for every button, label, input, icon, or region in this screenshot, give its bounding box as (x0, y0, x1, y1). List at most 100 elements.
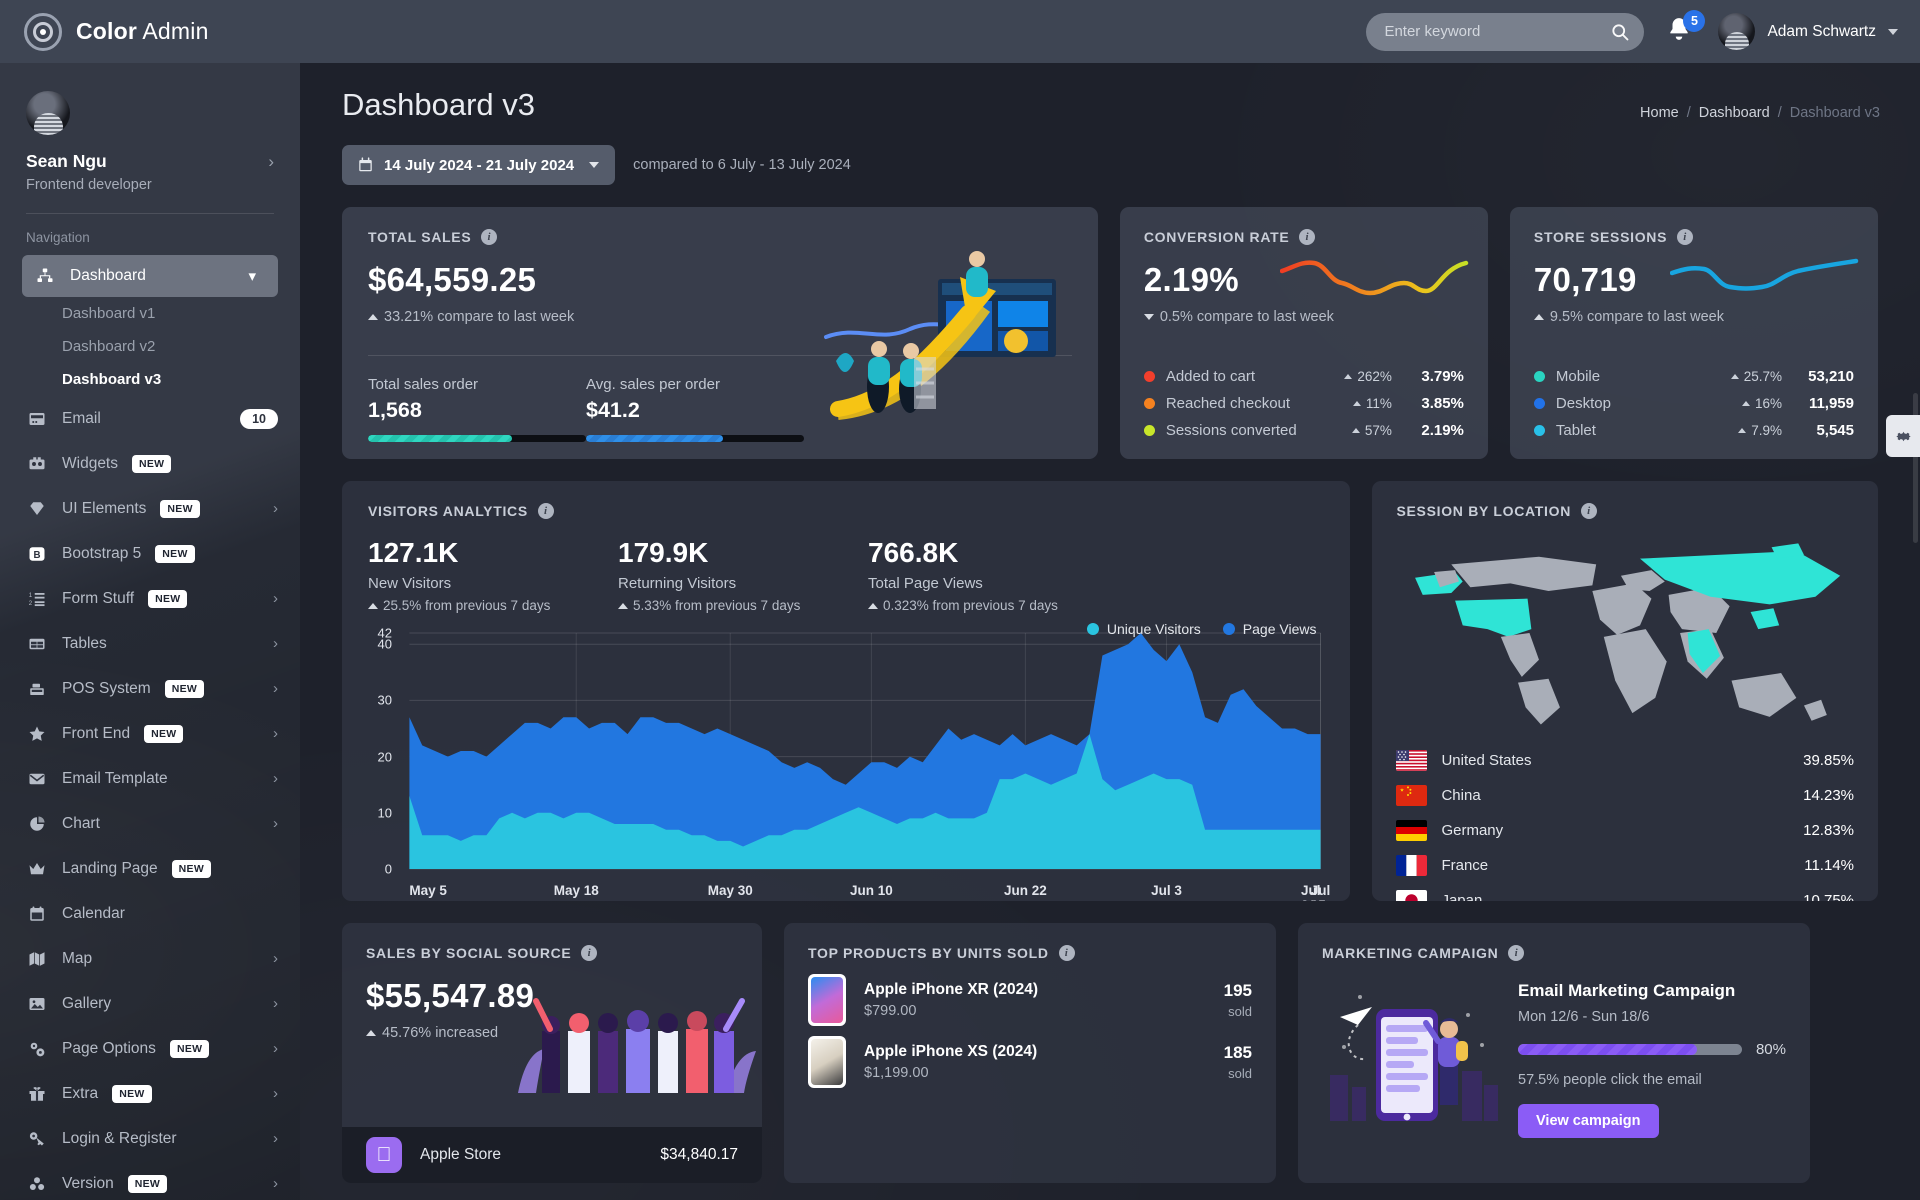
new-badge: NEW (148, 589, 188, 608)
sidebar-item-tables[interactable]: Tables › (0, 621, 300, 666)
sidebar-item-page-options[interactable]: Page Options NEW › (0, 1026, 300, 1071)
product-row[interactable]: Apple iPhone XR (2024) $799.00 195 sold (808, 971, 1252, 1029)
header-actions: 5 Adam Schwartz (1366, 9, 1920, 51)
card-title-text: SESSION BY LOCATION (1396, 503, 1572, 519)
info-icon[interactable]: i (1299, 229, 1316, 245)
legend-delta: 262% (1318, 369, 1392, 384)
country-list: United States 39.85% China 14.23% Germany 12.… (1396, 743, 1854, 901)
trend-up-icon (368, 602, 378, 609)
info-icon[interactable]: i (1508, 945, 1525, 961)
total-sales-delta: 33.21% compare to last week (368, 309, 1072, 325)
breadcrumb-item[interactable]: Home (1640, 105, 1679, 121)
card-title: TOTAL SALES i (368, 229, 1072, 245)
card-title-text: CONVERSION RATE (1143, 229, 1290, 245)
trend-up-icon (368, 314, 378, 320)
theme-settings-button[interactable] (1886, 415, 1920, 457)
flag-fr-icon (1396, 855, 1428, 876)
info-icon[interactable]: i (1677, 229, 1694, 245)
sidebar-item-widgets[interactable]: Widgets NEW (0, 441, 300, 486)
visitor-stat-label: Total Page Views (868, 575, 983, 592)
product-row[interactable]: Apple iPhone XS (2024) $1,199.00 185 sold (808, 1033, 1252, 1091)
marketing-illustration (1330, 995, 1498, 1121)
sidebar-item-pos-system[interactable]: POS System NEW › (0, 666, 300, 711)
legend-delta: 25.7% (1708, 369, 1782, 384)
metric-avg-sales-per-order: Avg. sales per order $41.2 (586, 376, 804, 442)
sidebar-item-front-end[interactable]: Front End NEW › (0, 711, 300, 756)
count-badge: 10 (240, 408, 278, 429)
x-tick-label: May 18 (553, 883, 599, 898)
legend-dot-icon (1533, 371, 1545, 382)
sidebar-item-extra[interactable]: Extra NEW › (0, 1071, 300, 1116)
view-campaign-button[interactable]: View campaign (1518, 1104, 1659, 1138)
country-percent: 11.14% (1804, 857, 1854, 874)
search-input[interactable] (1384, 23, 1611, 40)
notifications-button[interactable]: 5 (1666, 9, 1706, 48)
sidebar-item-ui-elements[interactable]: UI Elements NEW › (0, 486, 300, 531)
legend-label: Mobile (1555, 368, 1601, 385)
chevron-down-icon: ▾ (248, 268, 256, 285)
chart-legend-item[interactable]: Unique Visitors (1086, 621, 1201, 637)
search-box[interactable] (1366, 12, 1645, 51)
progress-track (368, 435, 586, 442)
bootstrap-icon: B (26, 544, 48, 564)
chevron-right-icon: › (273, 725, 278, 742)
sidebar-item-email[interactable]: Email 10 (0, 396, 300, 441)
sidebar-subitem-dashboard-v2[interactable]: Dashboard v2 (0, 330, 300, 363)
sidebar-item-chart[interactable]: Chart › (0, 801, 300, 846)
chart-legend-item[interactable]: Page Views (1222, 621, 1316, 637)
inbox-icon (26, 409, 48, 429)
flag-jp-icon (1396, 890, 1428, 901)
bottom-row: SALES BY SOCIAL SOURCE i (342, 923, 1878, 1183)
new-badge: NEW (164, 679, 205, 698)
flag-cn-icon (1396, 785, 1428, 806)
breadcrumb: Home / Dashboard / Dashboard v3 (1640, 87, 1880, 121)
legend-dot-icon (1533, 398, 1545, 409)
sidebar-item-version[interactable]: Version NEW › (0, 1161, 300, 1200)
sidebar-item-form-stuff[interactable]: 1 2 Form Stuff NEW › (0, 576, 300, 621)
chevron-right-icon: › (273, 590, 278, 607)
gear-icon (1895, 431, 1911, 441)
sidebar-profile[interactable]: Sean Ngu › Frontend developer (0, 63, 300, 193)
list-item[interactable]:  Apple Store $34,840.17 (366, 1127, 738, 1183)
social-source-name: Apple Store (420, 1146, 501, 1163)
campaign-name: Email Marketing Campaign (1518, 981, 1736, 1000)
brand-logo-area[interactable]: Color Admin (0, 12, 300, 51)
sidebar-item-map[interactable]: Map › (0, 936, 300, 981)
chevron-right-icon: › (273, 1085, 278, 1102)
date-range-label: 14 July 2024 - 21 July 2024 (384, 156, 575, 174)
page-title: Dashboard v3 (342, 87, 536, 122)
info-icon[interactable]: i (537, 503, 554, 519)
notification-badge: 5 (1683, 9, 1706, 32)
card-marketing-campaign: MARKETING CAMPAIGN i (1298, 923, 1810, 1183)
sidebar-item-landing-page[interactable]: Landing Page NEW (0, 846, 300, 891)
sidebar-item-login-register[interactable]: Login & Register › (0, 1116, 300, 1161)
search-icon[interactable] (1610, 22, 1630, 42)
info-icon[interactable]: i (481, 229, 498, 245)
scrollbar[interactable] (1913, 393, 1918, 543)
sidebar-item-calendar[interactable]: Calendar (0, 891, 300, 936)
visitor-stat-value: 127.1K (368, 537, 459, 568)
sidebar-profile-role: Frontend developer (26, 177, 152, 193)
sidebar-item-bootstrap-5[interactable]: B Bootstrap 5 NEW (0, 531, 300, 576)
breadcrumb-item[interactable]: Dashboard (1698, 105, 1770, 121)
chevron-right-icon: › (273, 680, 278, 697)
analytics-row: VISITORS ANALYTICS i 127.1K New Visitors 2… (342, 481, 1878, 901)
y-tick-label: 30 (377, 692, 392, 708)
date-filter-row: 14 July 2024 - 21 July 2024 compared to … (300, 123, 1920, 185)
user-menu[interactable]: Adam Schwartz (1718, 13, 1898, 50)
info-icon[interactable]: i (1581, 503, 1598, 519)
sidebar-item-email-template[interactable]: Email Template › (0, 756, 300, 801)
country-row: China 14.23% (1396, 778, 1854, 813)
sidebar-subitem-dashboard-v1[interactable]: Dashboard v1 (0, 297, 300, 330)
chevron-right-icon: › (273, 1130, 278, 1147)
date-range-picker[interactable]: 14 July 2024 - 21 July 2024 (342, 145, 616, 185)
campaign-progress: 80% (1518, 1041, 1786, 1058)
legend-value: 2.19% (1421, 422, 1464, 439)
card-session-by-location: SESSION BY LOCATION i (1372, 481, 1878, 901)
new-badge: NEW (132, 454, 172, 473)
info-icon[interactable]: i (581, 945, 598, 961)
info-icon[interactable]: i (1058, 945, 1075, 961)
sidebar-subitem-dashboard-v3[interactable]: Dashboard v3 (0, 363, 300, 396)
sidebar-item-dashboard[interactable]: Dashboard ▾ (22, 255, 278, 297)
sidebar-item-gallery[interactable]: Gallery › (0, 981, 300, 1026)
